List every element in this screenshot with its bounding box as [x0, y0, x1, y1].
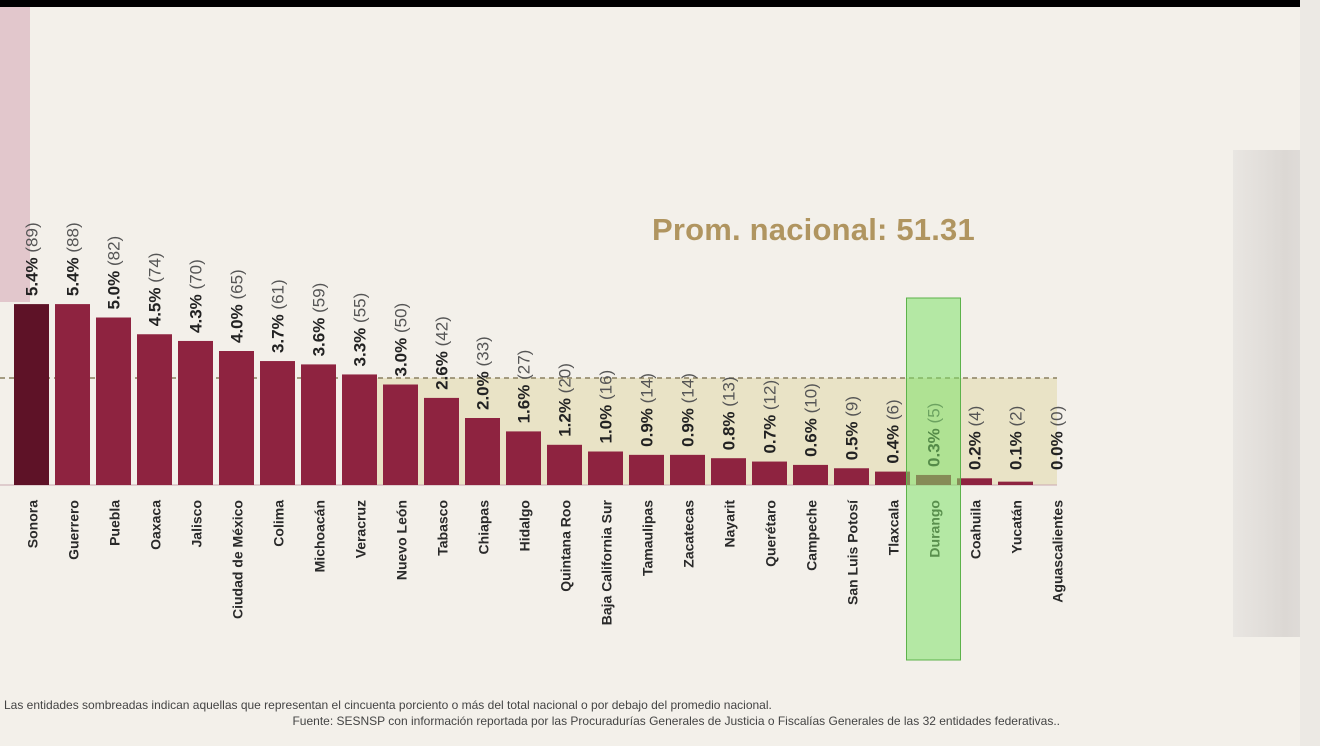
bar-value-label: 4.5% (74) — [146, 253, 165, 327]
bar — [957, 478, 992, 485]
top-border — [0, 0, 1320, 7]
bar — [506, 431, 541, 485]
bar — [547, 444, 582, 485]
bar-value-label: 3.7% (61) — [269, 279, 288, 353]
category-label: Colima — [271, 500, 287, 547]
bar-value-label: 0.9% (14) — [679, 373, 698, 447]
bar-value-label: 0.4% (6) — [884, 399, 903, 463]
bar-chart: 5.4% (89) Sonora 5.4% (88) Guerrero 5.0% (82… — [0, 7, 1067, 661]
category-label: Ciudad de México — [230, 500, 246, 619]
bar — [875, 471, 910, 485]
bar — [55, 304, 90, 485]
category-label: Tabasco — [435, 500, 451, 556]
category-label: Oaxaca — [148, 500, 164, 550]
footnote-shading: Las entidades sombreadas indican aquella… — [4, 698, 772, 712]
bar-value-label: 2.0% (33) — [474, 336, 493, 410]
category-label: Jalisco — [189, 500, 205, 547]
category-label: Veracruz — [353, 500, 369, 558]
bar — [260, 361, 295, 485]
bar-value-label: 1.0% (16) — [597, 370, 616, 444]
bar-value-label: 4.3% (70) — [187, 259, 206, 333]
category-label: Nuevo León — [394, 500, 410, 580]
category-label: Hidalgo — [517, 500, 533, 551]
category-label: Sonora — [25, 500, 41, 548]
bar — [96, 317, 131, 485]
bar — [752, 461, 787, 485]
category-label: Querétaro — [763, 500, 779, 567]
bar-value-label: 2.6% (42) — [433, 316, 452, 390]
bar-value-label: 1.6% (27) — [515, 350, 534, 424]
bar-value-label: 3.6% (59) — [310, 283, 329, 357]
bar-value-label: 0.9% (14) — [638, 373, 657, 447]
bar-value-label: 5.4% (88) — [64, 222, 83, 296]
category-label: Baja California Sur — [599, 499, 615, 625]
bar-value-label: 5.4% (89) — [23, 222, 42, 296]
bar — [588, 451, 623, 485]
category-label: Aguascalientes — [1050, 500, 1066, 603]
footnote-source: Fuente: SESNSP con información reportada… — [292, 714, 1060, 728]
category-label: Tlaxcala — [886, 500, 902, 555]
category-label: Puebla — [107, 500, 123, 546]
bar-value-label: 0.5% (9) — [843, 396, 862, 460]
bar-value-label: 3.0% (50) — [392, 303, 411, 377]
bar — [301, 364, 336, 485]
bar — [793, 464, 828, 485]
bar — [424, 397, 459, 485]
category-label: Coahuila — [968, 500, 984, 559]
bar-value-label: 1.2% (20) — [556, 363, 575, 437]
bar — [14, 304, 49, 485]
durango-highlight — [906, 297, 961, 661]
bar-value-label: 0.8% (13) — [720, 376, 739, 450]
bar — [998, 481, 1033, 485]
bar — [670, 454, 705, 485]
bar — [465, 418, 500, 485]
bar — [383, 384, 418, 485]
bar — [342, 374, 377, 485]
bar — [629, 454, 664, 485]
category-label: Zacatecas — [681, 500, 697, 568]
bar-value-label: 0.2% (4) — [966, 406, 985, 470]
bar-value-label: 0.1% (2) — [1007, 406, 1026, 470]
bar — [178, 340, 213, 485]
category-label: Guerrero — [66, 500, 82, 560]
right-edge — [1300, 0, 1320, 746]
bar-value-label: 3.3% (55) — [351, 293, 370, 367]
category-label: Chiapas — [476, 500, 492, 555]
bar — [834, 468, 869, 485]
national-average-title: Prom. nacional: 51.31 — [652, 212, 975, 247]
bar — [137, 334, 172, 485]
category-label: Michoacán — [312, 500, 328, 572]
bar — [711, 458, 746, 485]
bar-value-label: 5.0% (82) — [105, 236, 124, 310]
category-label: Campeche — [804, 500, 820, 571]
bar-value-label: 4.0% (65) — [228, 269, 247, 343]
category-label: Nayarit — [722, 500, 738, 548]
category-label: Tamaulipas — [640, 500, 656, 576]
bar-value-label: 0.7% (12) — [761, 380, 780, 454]
bar-value-label: 0.0% (0) — [1048, 406, 1067, 470]
first-column-band — [0, 7, 30, 302]
category-label: San Luis Potosí — [845, 499, 861, 605]
bar — [219, 351, 254, 485]
category-label: Yucatán — [1009, 500, 1025, 554]
bar-value-label: 0.6% (10) — [802, 383, 821, 457]
category-label: Quintana Roo — [558, 500, 574, 592]
